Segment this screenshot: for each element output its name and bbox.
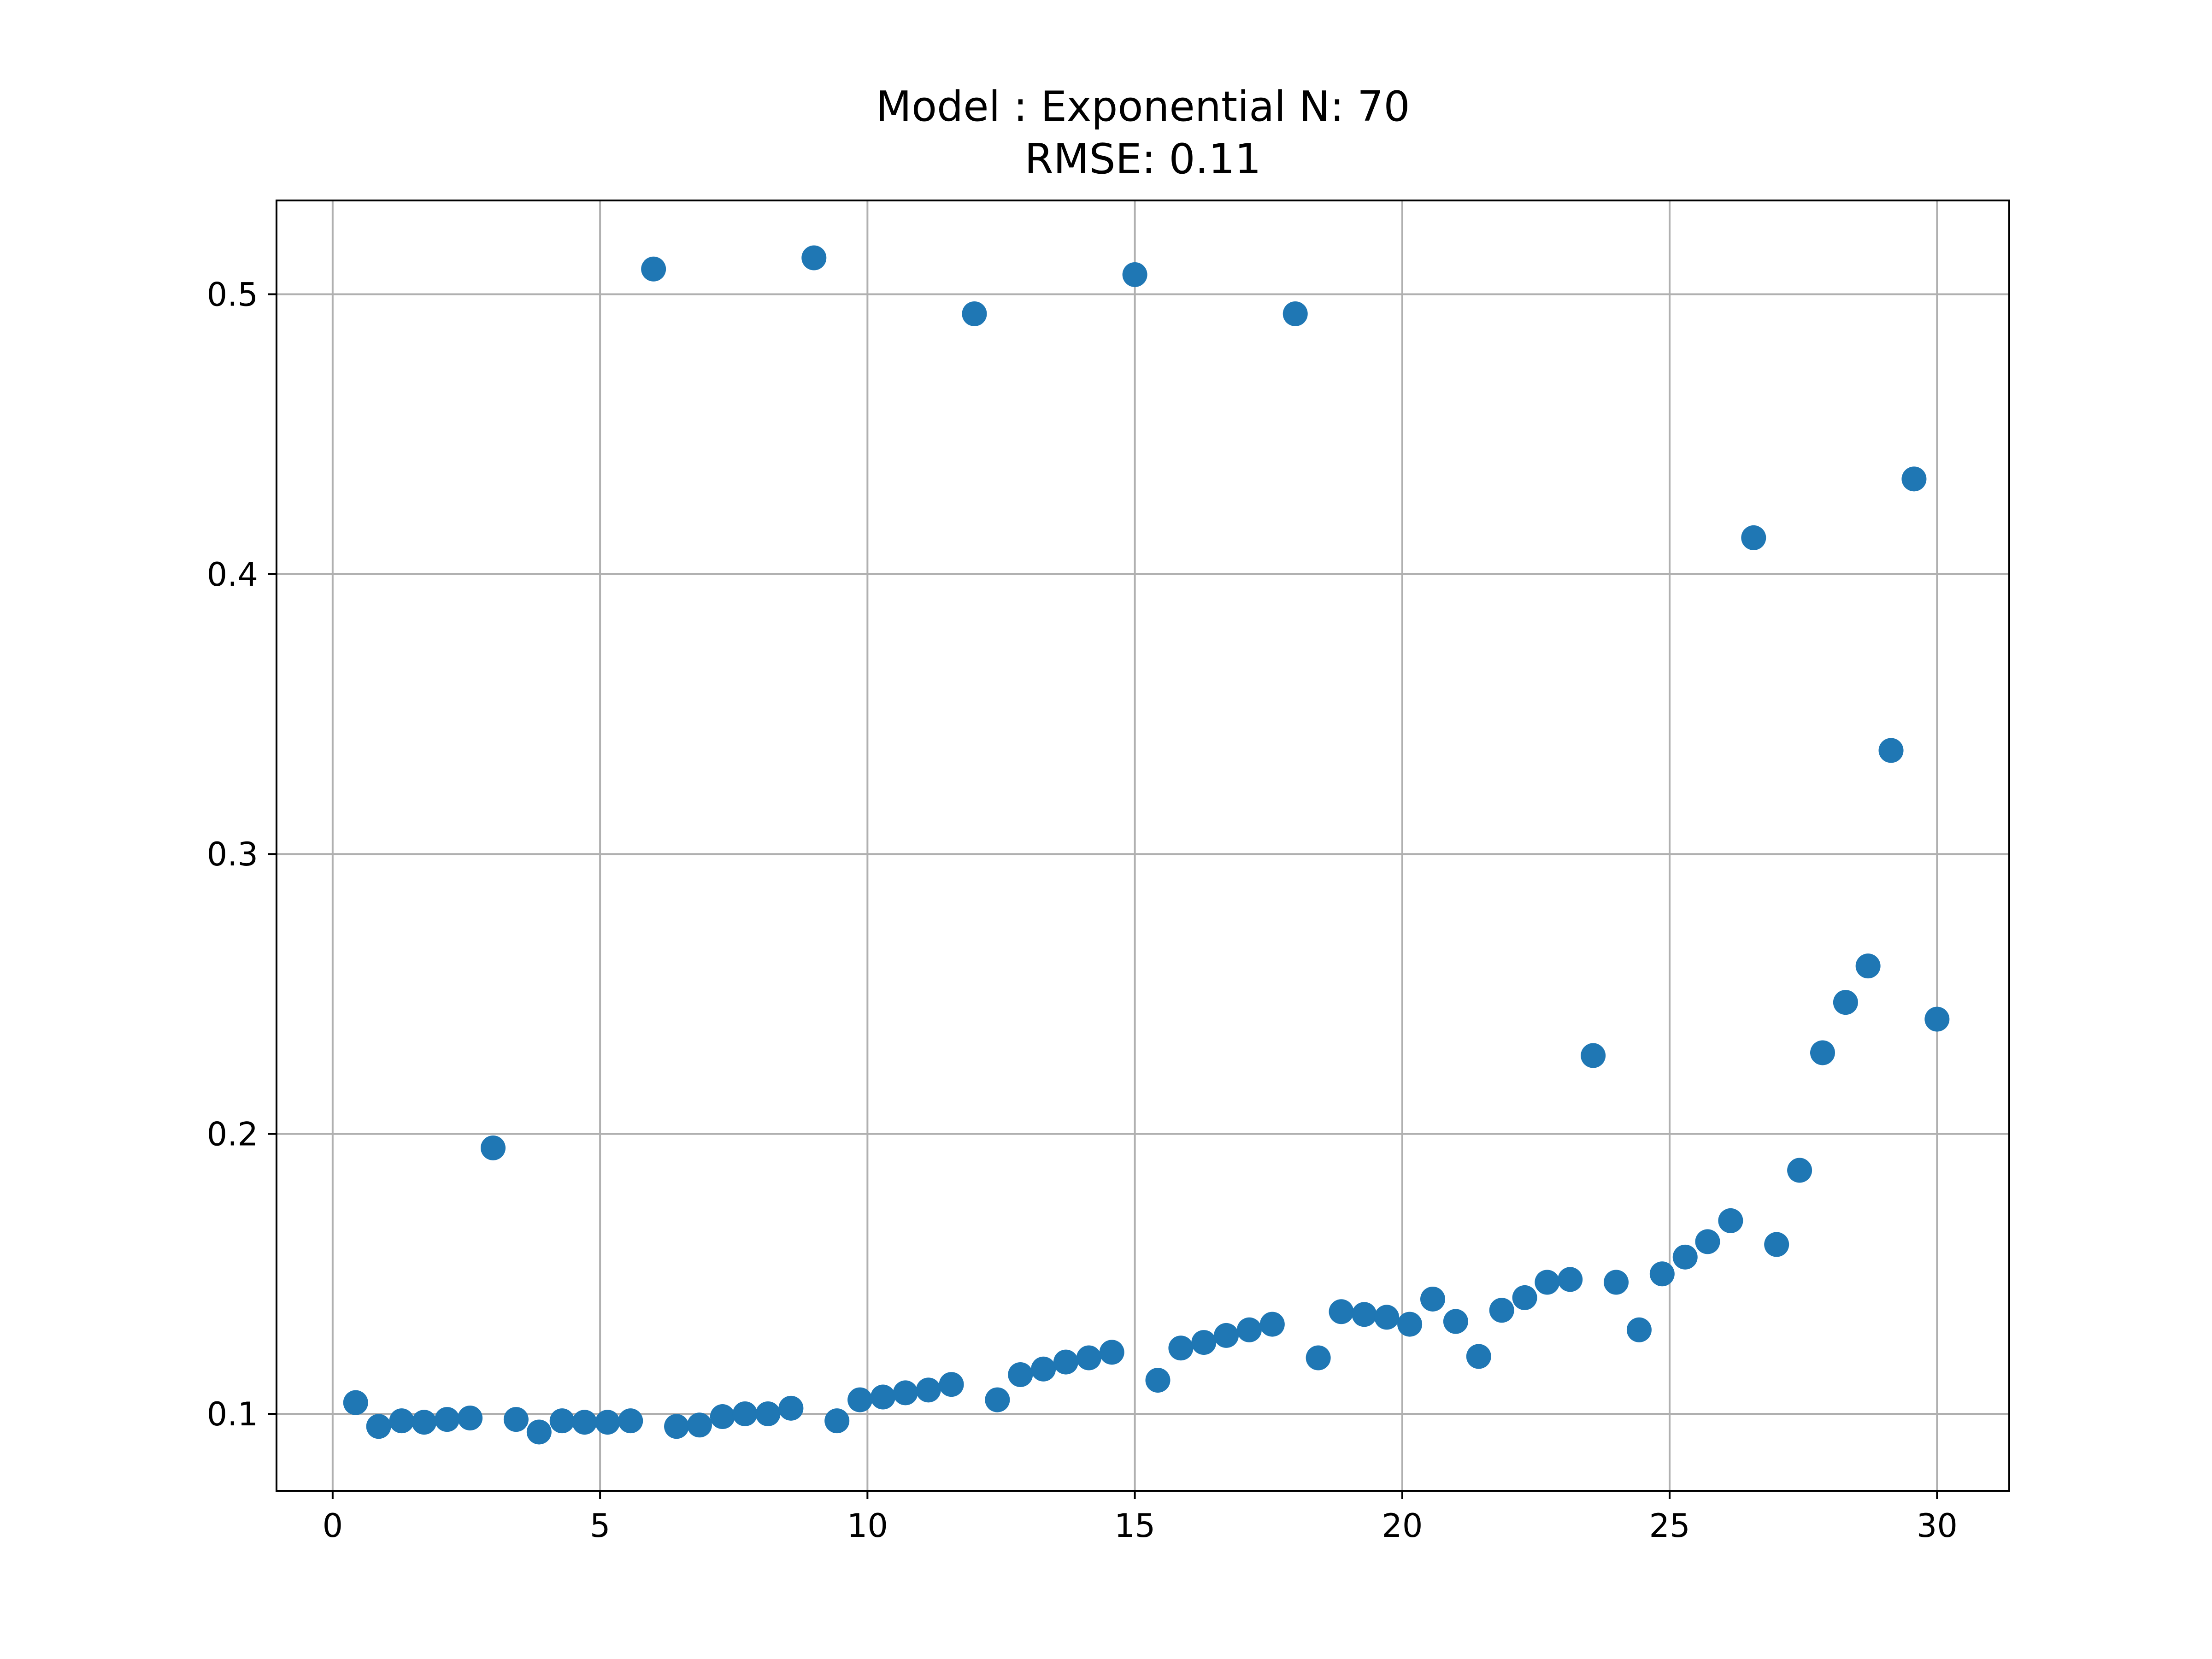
data-point [755, 1401, 781, 1426]
data-point [526, 1419, 552, 1445]
data-point [1076, 1345, 1101, 1371]
data-point [1420, 1286, 1445, 1312]
data-point [1466, 1344, 1491, 1369]
data-point [1764, 1232, 1789, 1257]
data-point [1581, 1043, 1606, 1068]
data-point [1626, 1317, 1652, 1342]
data-point [618, 1408, 643, 1434]
data-point [1878, 738, 1904, 763]
data-point [503, 1407, 529, 1432]
data-point [871, 1384, 895, 1410]
chart-title: Model : Exponential N: 70 [876, 82, 1410, 131]
data-point [778, 1395, 804, 1421]
data-point [595, 1410, 620, 1435]
data-points [343, 245, 1950, 1445]
data-point [641, 256, 666, 282]
data-point [1924, 1006, 1950, 1032]
data-point [572, 1410, 597, 1435]
data-point [1512, 1285, 1537, 1310]
data-point [1008, 1362, 1033, 1387]
y-tick-label: 0.3 [207, 835, 258, 873]
data-point [1099, 1340, 1124, 1365]
data-point [1787, 1158, 1812, 1183]
data-point [962, 301, 987, 326]
x-tick-label: 25 [1649, 1507, 1690, 1545]
data-point [939, 1372, 964, 1397]
data-point [1672, 1244, 1698, 1270]
data-point [1855, 953, 1881, 979]
y-tick-label: 0.5 [207, 276, 258, 313]
data-point [1489, 1298, 1514, 1323]
data-point [916, 1377, 941, 1403]
data-point [687, 1412, 712, 1438]
data-point [1259, 1312, 1285, 1337]
x-tick-label: 30 [1917, 1507, 1958, 1545]
axis-ticks: 0 5 10 15 20 25 30 0.1 0.2 0.3 0.4 0.5 [207, 276, 1958, 1545]
data-point [481, 1135, 506, 1160]
data-point [1810, 1040, 1835, 1065]
data-point [732, 1401, 758, 1426]
data-point [1122, 262, 1147, 287]
data-point [343, 1390, 368, 1415]
y-tick-label: 0.2 [207, 1116, 258, 1153]
data-point [1558, 1267, 1583, 1292]
data-point [1397, 1312, 1423, 1337]
data-point [1168, 1335, 1194, 1361]
x-tick-label: 10 [847, 1507, 888, 1545]
data-point [1236, 1317, 1262, 1342]
data-point [1535, 1270, 1560, 1295]
data-point [1053, 1349, 1078, 1375]
data-point [549, 1408, 575, 1434]
x-tick-label: 15 [1114, 1507, 1155, 1545]
data-point [847, 1387, 873, 1412]
data-point [824, 1408, 850, 1434]
data-point [1145, 1368, 1171, 1393]
data-point [1282, 301, 1308, 326]
data-point [366, 1414, 391, 1439]
y-tick-label: 0.1 [207, 1395, 258, 1433]
x-tick-label: 0 [323, 1507, 343, 1545]
plot-frame [276, 200, 2010, 1492]
x-tick-label: 5 [590, 1507, 611, 1545]
data-point [1833, 990, 1858, 1015]
data-point [985, 1387, 1010, 1412]
data-point [1031, 1356, 1056, 1382]
data-point [1741, 525, 1766, 550]
data-point [1329, 1299, 1354, 1324]
data-point [1352, 1302, 1377, 1327]
data-point [893, 1380, 918, 1406]
data-point [1306, 1345, 1331, 1371]
data-point [435, 1407, 460, 1432]
chart-subtitle: RMSE: 0.11 [1024, 135, 1261, 183]
data-point [1718, 1208, 1743, 1233]
data-point [1604, 1270, 1629, 1295]
data-point [1695, 1229, 1720, 1254]
data-point [1374, 1305, 1400, 1330]
y-tick-label: 0.4 [207, 556, 258, 594]
data-point [1649, 1261, 1675, 1287]
data-point [1443, 1309, 1468, 1334]
data-point [664, 1414, 689, 1439]
data-point [710, 1404, 735, 1430]
x-tick-label: 20 [1382, 1507, 1423, 1545]
data-point [1901, 466, 1927, 492]
data-point [389, 1408, 414, 1434]
data-point [801, 245, 827, 271]
data-point [1214, 1323, 1239, 1348]
data-point [458, 1406, 483, 1431]
data-point [412, 1410, 437, 1435]
data-point [1191, 1330, 1217, 1355]
